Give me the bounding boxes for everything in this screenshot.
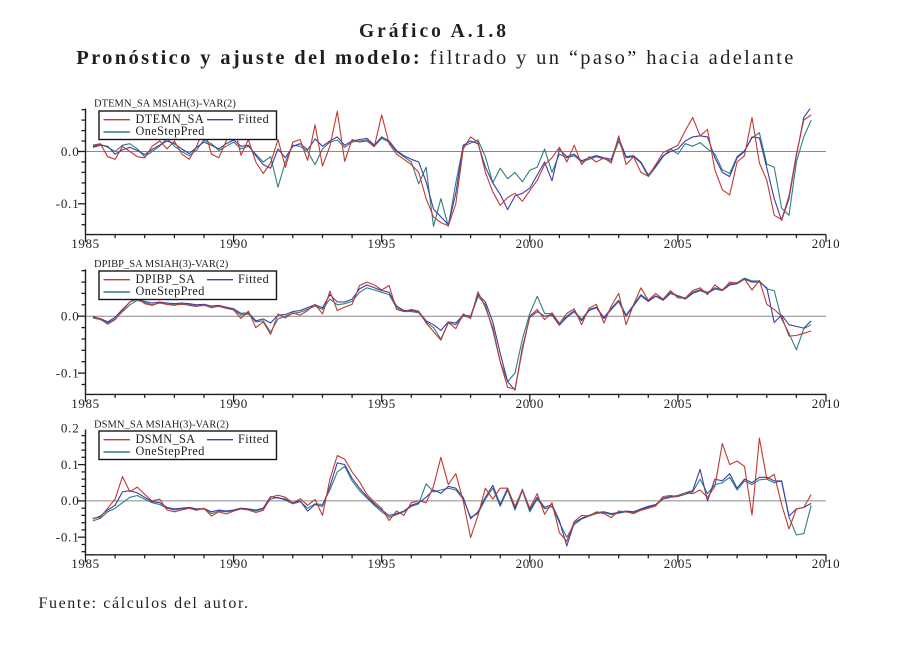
svg-text:2000: 2000 — [516, 396, 544, 411]
svg-text:2005: 2005 — [664, 556, 692, 571]
svg-text:DTEMN_SA: DTEMN_SA — [136, 112, 205, 126]
svg-text:Pronóstico y ajuste del modelo: Pronóstico y ajuste del modelo: filtrado… — [76, 47, 796, 69]
svg-text:OneStepPred: OneStepPred — [136, 444, 205, 458]
svg-text:Gráfico A.1.8: Gráfico A.1.8 — [359, 21, 509, 42]
svg-text:1995: 1995 — [367, 396, 395, 411]
svg-text:1985: 1985 — [71, 396, 99, 411]
svg-text:2000: 2000 — [516, 236, 544, 251]
svg-text:OneStepPred: OneStepPred — [136, 284, 205, 298]
svg-text:1990: 1990 — [219, 396, 247, 411]
svg-text:1995: 1995 — [367, 556, 395, 571]
svg-text:Fuente: cálculos del autor.: Fuente: cálculos del autor. — [39, 595, 250, 612]
svg-text:2010: 2010 — [812, 236, 840, 251]
svg-text:Fitted: Fitted — [238, 432, 269, 446]
svg-text:-0.1: -0.1 — [56, 196, 80, 211]
svg-text:DSMN_SA: DSMN_SA — [136, 432, 196, 446]
svg-text:2000: 2000 — [516, 556, 544, 571]
svg-text:2010: 2010 — [812, 556, 840, 571]
svg-text:0.0: 0.0 — [61, 144, 80, 159]
svg-text:DPIBP_SA MSIAH(3)-VAR(2): DPIBP_SA MSIAH(3)-VAR(2) — [94, 259, 229, 270]
svg-text:0.0: 0.0 — [61, 309, 80, 324]
svg-text:1985: 1985 — [71, 556, 99, 571]
svg-text:DSMN_SA MSIAH(3)-VAR(2): DSMN_SA MSIAH(3)-VAR(2) — [94, 419, 229, 430]
svg-text:1995: 1995 — [367, 236, 395, 251]
svg-text:Fitted: Fitted — [238, 112, 269, 126]
svg-text:-0.1: -0.1 — [56, 530, 80, 545]
svg-text:DTEMN_SA MSIAH(3)-VAR(2): DTEMN_SA MSIAH(3)-VAR(2) — [94, 98, 236, 109]
svg-text:2010: 2010 — [812, 396, 840, 411]
svg-text:-0.1: -0.1 — [56, 365, 80, 380]
svg-text:OneStepPred: OneStepPred — [136, 124, 205, 138]
svg-text:Fitted: Fitted — [238, 272, 269, 286]
svg-text:0.1: 0.1 — [61, 457, 80, 472]
svg-text:1985: 1985 — [71, 236, 99, 251]
svg-text:0.0: 0.0 — [61, 493, 80, 508]
svg-text:0.2: 0.2 — [61, 421, 80, 436]
svg-text:1990: 1990 — [219, 236, 247, 251]
svg-text:1990: 1990 — [219, 556, 247, 571]
svg-text:2005: 2005 — [664, 396, 692, 411]
svg-text:2005: 2005 — [664, 236, 692, 251]
svg-text:DPIBP_SA: DPIBP_SA — [136, 272, 196, 286]
